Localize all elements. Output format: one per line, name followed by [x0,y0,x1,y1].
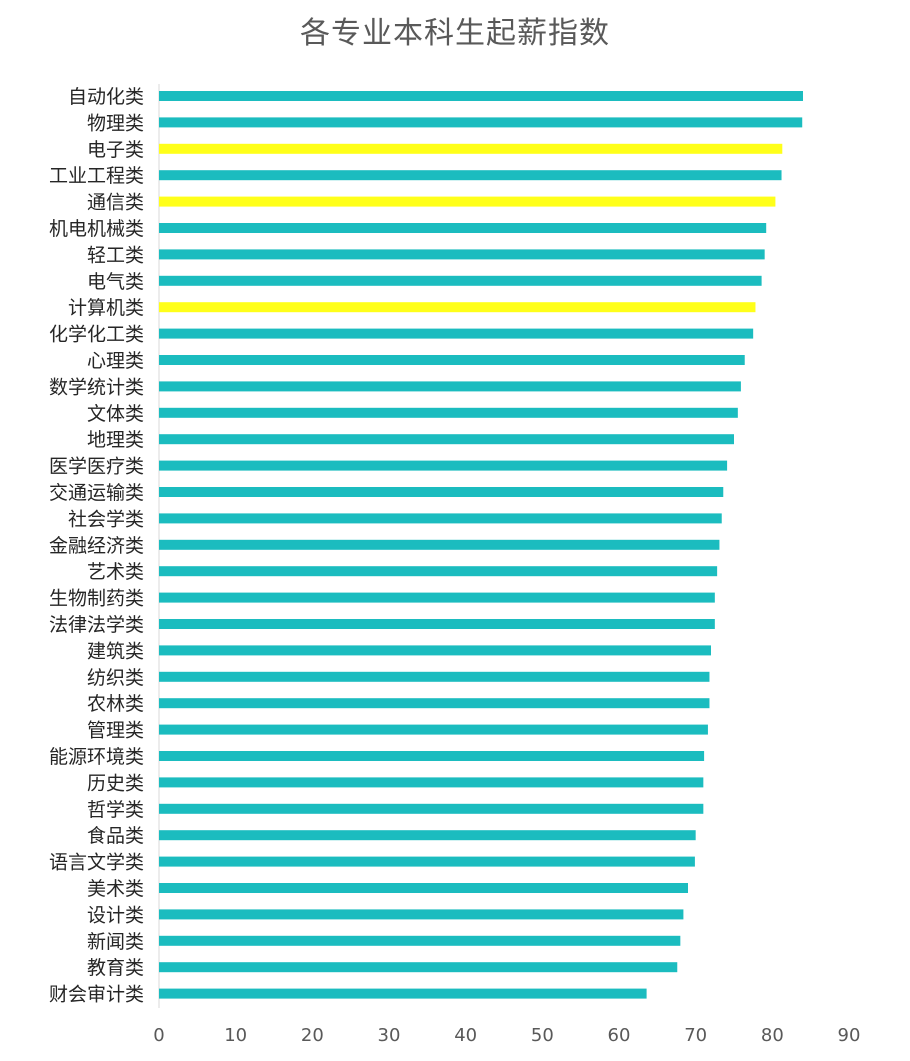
category-label: 哲学类 [87,799,144,821]
bar [159,91,803,101]
bar [159,988,647,999]
category-label: 美术类 [87,878,144,900]
category-label: 自动化类 [68,86,144,108]
bar [159,698,710,709]
category-label: 社会学类 [68,508,144,530]
category-label: 建筑类 [87,640,144,662]
x-tick-label: 20 [301,1025,324,1046]
bar [159,803,704,814]
category-label: 管理类 [87,720,144,742]
category-label: 文体类 [87,403,144,425]
category-label: 设计类 [87,904,144,926]
category-label: 法律法学类 [49,614,144,636]
bar [159,170,782,181]
category-label: 化学化工类 [49,324,144,346]
category-label: 纺织类 [87,667,144,689]
x-tick-label: 60 [608,1025,631,1046]
bar [159,962,678,973]
bar [159,196,776,207]
category-label: 历史类 [87,772,144,794]
category-label: 机电机械类 [49,218,144,240]
category-label: 食品类 [87,825,144,847]
x-tick-label: 30 [378,1025,401,1046]
x-tick-label: 90 [838,1025,861,1046]
bar [159,513,722,524]
category-label: 艺术类 [87,561,144,583]
bar [159,645,711,656]
category-label: 工业工程类 [49,165,144,187]
bar [159,909,684,920]
x-tick-label: 40 [454,1025,477,1046]
bar [159,487,724,497]
bar [159,460,728,471]
bar [159,883,688,893]
x-tick-label: 80 [761,1025,784,1046]
category-label: 教育类 [87,957,144,979]
bar [159,724,708,735]
bar [159,143,783,154]
bar [159,117,803,128]
category-label: 电子类 [87,139,144,161]
bar [159,223,767,233]
x-tick-label: 0 [153,1025,164,1046]
bar [159,777,704,788]
category-label: 轻工类 [87,244,144,266]
bar [159,302,756,313]
bar [159,619,715,629]
x-tick-label: 50 [531,1025,554,1046]
category-label: 计算机类 [68,297,144,319]
bar [159,275,762,286]
bar [159,671,710,682]
category-label: 物理类 [87,112,144,134]
bar [159,434,734,445]
category-label: 金融经济类 [49,535,144,557]
category-label: 新闻类 [87,931,144,953]
bar [159,407,738,418]
category-label: 农林类 [87,693,144,715]
category-label: 交通运输类 [49,482,144,504]
bar [159,249,765,260]
bar [159,830,696,841]
bar [159,935,681,946]
category-label: 生物制药类 [49,588,144,610]
bar [159,566,718,577]
x-tick-label: 70 [684,1025,707,1046]
category-label: 能源环境类 [49,746,144,768]
category-label: 医学医疗类 [49,456,144,478]
category-label: 心理类 [87,350,144,372]
bar [159,856,695,867]
category-label: 电气类 [87,271,144,293]
bar [159,592,715,603]
bar [159,355,745,365]
category-label: 数学统计类 [49,376,144,398]
bar [159,751,705,761]
chart-title: 各专业本科生起薪指数 [300,16,610,51]
bar [159,328,754,339]
category-label: 财会审计类 [49,984,144,1006]
category-label: 地理类 [87,429,144,451]
category-label: 通信类 [87,192,144,214]
bar [159,381,741,392]
bar [159,539,720,550]
category-label: 语言文学类 [49,852,144,874]
x-tick-label: 10 [224,1025,247,1046]
